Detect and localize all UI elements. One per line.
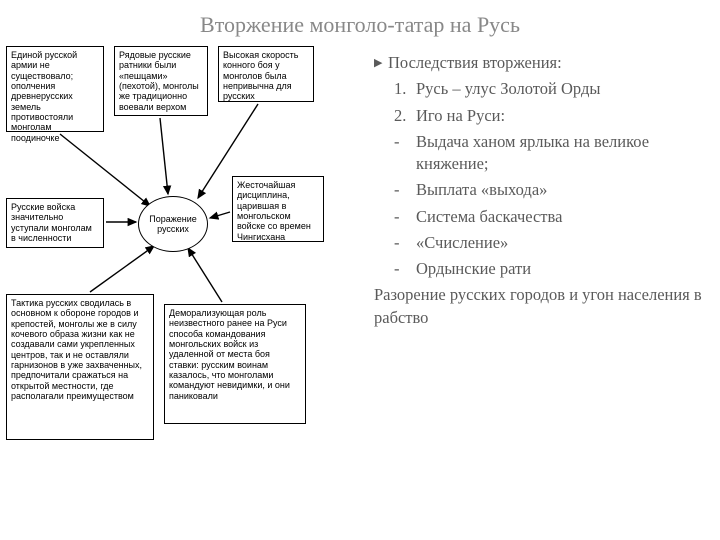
dash-icon: - xyxy=(394,258,416,280)
diagram-box-3: Высокая скорость конного боя у монголов … xyxy=(218,46,314,102)
consequences-panel: ▶ Последствия вторжения: 1. Русь – улус … xyxy=(370,46,720,526)
numbered-item-2: 2. Иго на Руси: xyxy=(374,105,710,127)
diagram-box-5: Жесточайшая дисциплина, царившая в монго… xyxy=(232,176,324,242)
final-consequence: Разорение русских городов и угон населен… xyxy=(374,284,710,329)
diagram-box-6: Тактика русских сводилась в основном к о… xyxy=(6,294,154,440)
consequences-heading: ▶ Последствия вторжения: xyxy=(374,52,710,74)
diagram-box-1: Единой русской армии не существовало; оп… xyxy=(6,46,104,132)
diagram-center: Поражение русских xyxy=(138,196,208,252)
item-number: 2. xyxy=(394,105,416,127)
page-title: Вторжение монголо-татар на Русь xyxy=(0,0,720,46)
sub-text: Система баскачества xyxy=(416,206,562,228)
dash-icon: - xyxy=(394,206,416,228)
diagram-box-2: Рядовые русские ратники были «пешцами» (… xyxy=(114,46,208,116)
sub-item: - Ордынские рати xyxy=(374,258,710,280)
item-number: 1. xyxy=(394,78,416,100)
diagram-area: Поражение русских Единой русской армии н… xyxy=(0,46,370,526)
sub-item: - Выдача ханом ярлыка на великое княжени… xyxy=(374,131,710,176)
triangle-icon: ▶ xyxy=(374,52,388,74)
diagram-box-7: Деморализующая роль неизвестного ранее н… xyxy=(164,304,306,424)
item-text: Русь – улус Золотой Орды xyxy=(416,78,600,100)
numbered-item-1: 1. Русь – улус Золотой Орды xyxy=(374,78,710,100)
item-text: Иго на Руси: xyxy=(416,105,505,127)
sub-text: «Счисление» xyxy=(416,232,508,254)
sub-item: - «Счисление» xyxy=(374,232,710,254)
diagram-box-4: Русские войска значительно уступали монг… xyxy=(6,198,104,248)
dash-icon: - xyxy=(394,232,416,254)
dash-icon: - xyxy=(394,179,416,201)
sub-item: - Система баскачества xyxy=(374,206,710,228)
main-content: Поражение русских Единой русской армии н… xyxy=(0,46,720,526)
heading-text: Последствия вторжения: xyxy=(388,52,562,74)
sub-text: Ордынские рати xyxy=(416,258,531,280)
dash-icon: - xyxy=(394,131,416,176)
sub-text: Выплата «выхода» xyxy=(416,179,547,201)
sub-item: - Выплата «выхода» xyxy=(374,179,710,201)
sub-text: Выдача ханом ярлыка на великое княжение; xyxy=(416,131,710,176)
